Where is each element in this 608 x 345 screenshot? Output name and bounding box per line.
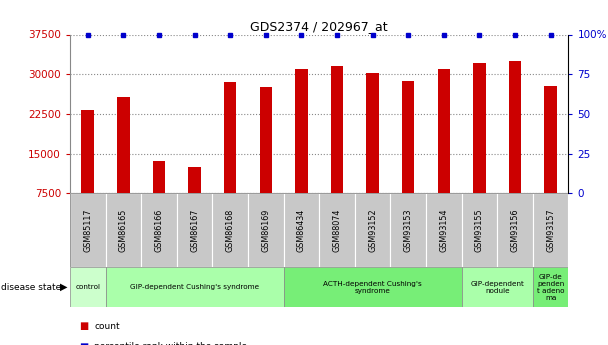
Text: GSM86168: GSM86168 bbox=[226, 209, 235, 252]
Text: GSM86434: GSM86434 bbox=[297, 209, 306, 252]
Bar bbox=[390, 193, 426, 267]
Text: ACTH-dependent Cushing's
syndrome: ACTH-dependent Cushing's syndrome bbox=[323, 281, 422, 294]
Text: GSM86165: GSM86165 bbox=[119, 209, 128, 252]
Bar bbox=[497, 193, 533, 267]
Text: GSM88074: GSM88074 bbox=[333, 209, 342, 252]
Text: GIP-dependent
nodule: GIP-dependent nodule bbox=[471, 281, 524, 294]
Bar bbox=[70, 193, 106, 267]
Bar bbox=[461, 193, 497, 267]
Bar bbox=[248, 193, 283, 267]
Bar bbox=[81, 110, 94, 193]
Text: percentile rank within the sample: percentile rank within the sample bbox=[94, 342, 247, 345]
Bar bbox=[260, 87, 272, 193]
Bar bbox=[509, 61, 521, 193]
Bar bbox=[283, 267, 461, 307]
Bar bbox=[117, 97, 130, 193]
Bar bbox=[188, 167, 201, 193]
Bar bbox=[367, 72, 379, 193]
Text: GSM93153: GSM93153 bbox=[404, 208, 413, 252]
Bar bbox=[106, 193, 141, 267]
Bar bbox=[473, 63, 486, 193]
Text: GSM93157: GSM93157 bbox=[546, 208, 555, 252]
Bar bbox=[224, 81, 237, 193]
Text: GSM86169: GSM86169 bbox=[261, 209, 271, 252]
Bar bbox=[402, 80, 415, 193]
Text: control: control bbox=[75, 284, 100, 290]
Text: ▶: ▶ bbox=[60, 282, 67, 292]
Text: GSM93152: GSM93152 bbox=[368, 208, 377, 252]
Bar bbox=[212, 193, 248, 267]
Text: ■: ■ bbox=[79, 321, 88, 331]
Bar bbox=[461, 267, 533, 307]
Bar bbox=[438, 69, 450, 193]
Text: GSM85117: GSM85117 bbox=[83, 208, 92, 252]
Text: ■: ■ bbox=[79, 342, 88, 345]
Bar bbox=[295, 69, 308, 193]
Bar bbox=[533, 267, 568, 307]
Text: GSM86166: GSM86166 bbox=[154, 209, 164, 252]
Text: GIP-dependent Cushing's syndrome: GIP-dependent Cushing's syndrome bbox=[130, 284, 259, 290]
Bar bbox=[177, 193, 212, 267]
Bar bbox=[544, 86, 557, 193]
Text: GSM86167: GSM86167 bbox=[190, 209, 199, 252]
Text: GIP-de
penden
t adeno
ma: GIP-de penden t adeno ma bbox=[537, 274, 564, 301]
Bar bbox=[283, 193, 319, 267]
Bar bbox=[106, 267, 283, 307]
Bar bbox=[355, 193, 390, 267]
Bar bbox=[426, 193, 461, 267]
Text: disease state: disease state bbox=[1, 283, 61, 292]
Bar bbox=[153, 161, 165, 193]
Bar bbox=[331, 66, 344, 193]
Text: count: count bbox=[94, 322, 120, 331]
Bar bbox=[70, 267, 106, 307]
Bar bbox=[141, 193, 177, 267]
Bar bbox=[319, 193, 355, 267]
Text: GSM93154: GSM93154 bbox=[440, 208, 448, 252]
Text: GSM93155: GSM93155 bbox=[475, 208, 484, 252]
Text: GSM93156: GSM93156 bbox=[511, 208, 520, 252]
Title: GDS2374 / 202967_at: GDS2374 / 202967_at bbox=[250, 20, 388, 33]
Bar bbox=[533, 193, 568, 267]
